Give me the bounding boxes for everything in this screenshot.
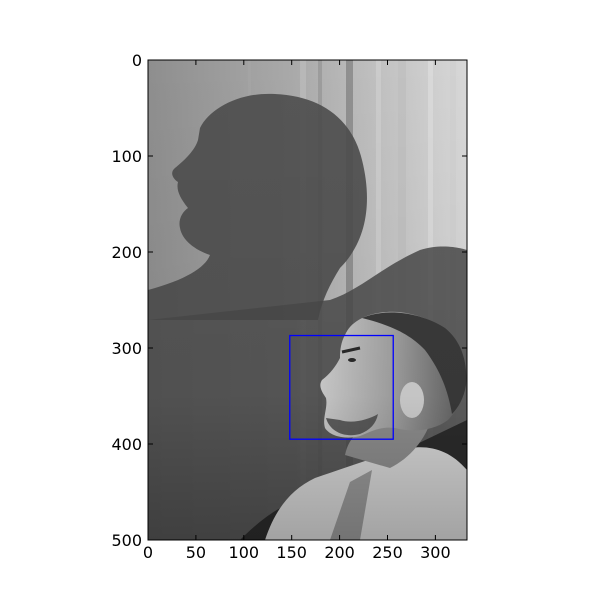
- y-tick-label: 300: [111, 339, 142, 358]
- photo-image: [148, 60, 467, 540]
- x-tick-label: 200: [324, 543, 355, 562]
- x-tick-label: 100: [229, 543, 260, 562]
- y-tick-label: 500: [111, 531, 142, 550]
- y-tick-label: 200: [111, 243, 142, 262]
- x-tick-label: 150: [276, 543, 307, 562]
- axes-frame: [147, 59, 468, 541]
- x-tick-label: 250: [372, 543, 403, 562]
- x-tick-label: 0: [143, 543, 153, 562]
- y-tick-label: 0: [132, 51, 142, 70]
- y-tick-label: 400: [111, 435, 142, 454]
- face-detection-box: [289, 334, 394, 440]
- x-axis: 0 50 100 150 200 250 300: [143, 60, 451, 562]
- y-tick-label: 100: [111, 147, 142, 166]
- y-axis: 0 100 200 300 400 500: [111, 51, 467, 550]
- x-tick-label: 50: [186, 543, 206, 562]
- x-tick-label: 300: [420, 543, 451, 562]
